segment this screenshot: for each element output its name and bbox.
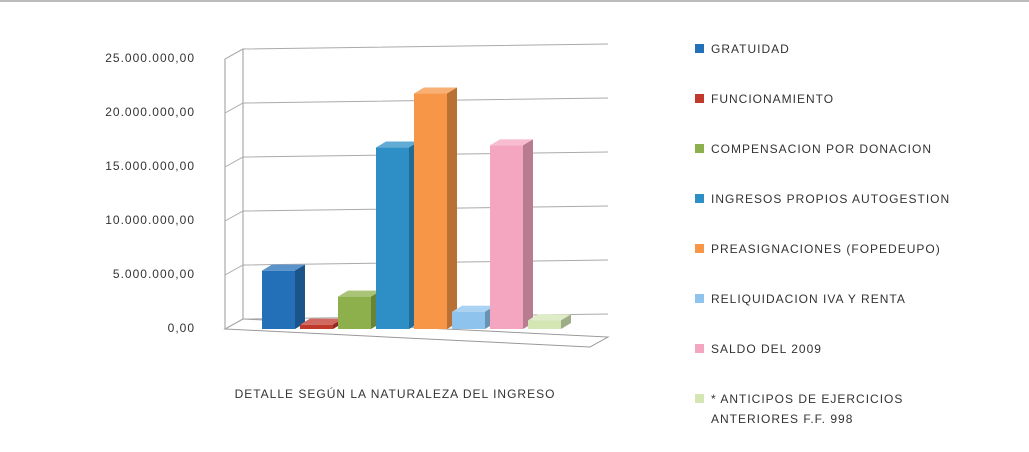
back-wall — [224, 48, 244, 330]
legend-entry: PREASIGNACIONES (FOPEDEUPO) — [695, 239, 951, 259]
legend-swatch — [695, 144, 704, 153]
bar-side — [447, 87, 457, 329]
legend-label: * ANTICIPOS DE EJERCICIOS ANTERIORES F.F… — [711, 392, 904, 426]
legend-label: RELIQUIDACION IVA Y RENTA — [711, 292, 906, 306]
legend-label: COMPENSACION POR DONACION — [711, 142, 933, 156]
y-tick-label: 15.000.000,00 — [105, 159, 195, 173]
legend-label: PREASIGNACIONES (FOPEDEUPO) — [711, 242, 941, 256]
bar — [414, 93, 447, 329]
bar-top — [338, 290, 381, 297]
y-tick-label: 10.000.000,00 — [105, 213, 195, 227]
legend-entry: RELIQUIDACION IVA Y RENTA — [695, 289, 951, 309]
legend-swatch — [695, 244, 704, 253]
legend-label: SALDO DEL 2009 — [711, 342, 822, 356]
bar-top — [490, 139, 533, 146]
grid-line — [224, 151, 609, 168]
bar — [262, 270, 295, 329]
bar — [376, 147, 409, 329]
legend-label: GRATUIDAD — [711, 42, 790, 56]
legend-entry: * ANTICIPOS DE EJERCICIOS ANTERIORES F.F… — [695, 389, 951, 429]
bar-top — [376, 141, 419, 148]
bar-top-shade — [528, 314, 571, 321]
legend-swatch — [695, 94, 704, 103]
legend-label: FUNCIONAMIENTO — [711, 92, 835, 106]
grid-line — [224, 259, 609, 276]
legend-label: INGRESOS PROPIOS AUTOGESTION — [711, 192, 951, 206]
grid-line — [224, 205, 609, 222]
bar-top — [452, 305, 495, 312]
bar-side — [561, 314, 571, 329]
legend-swatch — [695, 344, 704, 353]
bar-top-shade — [262, 264, 305, 271]
bar-top — [300, 318, 343, 325]
bar-top — [414, 87, 457, 94]
category-label: DETALLE SEGÚN LA NATURALEZA DEL INGRESO — [234, 387, 556, 401]
bar — [490, 145, 523, 329]
y-tick-label: 20.000.000,00 — [105, 105, 195, 119]
bar-top-shade — [490, 139, 533, 146]
legend-swatch — [695, 44, 704, 53]
legend-entry: SALDO DEL 2009 — [695, 339, 951, 359]
bar-top — [262, 264, 305, 271]
bar-side-shade — [447, 87, 457, 329]
bar-side — [523, 139, 533, 329]
legend-swatch — [695, 194, 704, 203]
bar-top-shade — [300, 318, 343, 325]
y-tick-label: 5.000.000,00 — [113, 267, 195, 281]
legend-swatch — [695, 294, 704, 303]
bar-top-shade — [338, 290, 381, 297]
bar — [338, 296, 371, 329]
bar-side-shade — [561, 314, 571, 329]
bar-top — [528, 314, 571, 321]
bar-top-shade — [414, 87, 457, 94]
bar — [528, 320, 561, 329]
bar-top-shade — [452, 305, 495, 312]
bar — [452, 311, 485, 329]
legend-entry: GRATUIDAD — [695, 39, 951, 59]
grid-line — [224, 43, 609, 60]
legend-swatch — [695, 394, 704, 403]
y-tick-label: 25.000.000,00 — [105, 51, 195, 65]
bar-side — [295, 264, 305, 329]
bar-side-shade — [295, 264, 305, 329]
grid-line — [224, 97, 609, 114]
bar-side-shade — [523, 139, 533, 329]
legend-entry: INGRESOS PROPIOS AUTOGESTION — [695, 189, 951, 209]
legend-entry: COMPENSACION POR DONACION — [695, 139, 951, 159]
bar-top-shade — [376, 141, 419, 148]
bar — [300, 324, 333, 329]
legend-entry: FUNCIONAMIENTO — [695, 89, 951, 109]
y-tick-label: 0,00 — [168, 321, 195, 335]
